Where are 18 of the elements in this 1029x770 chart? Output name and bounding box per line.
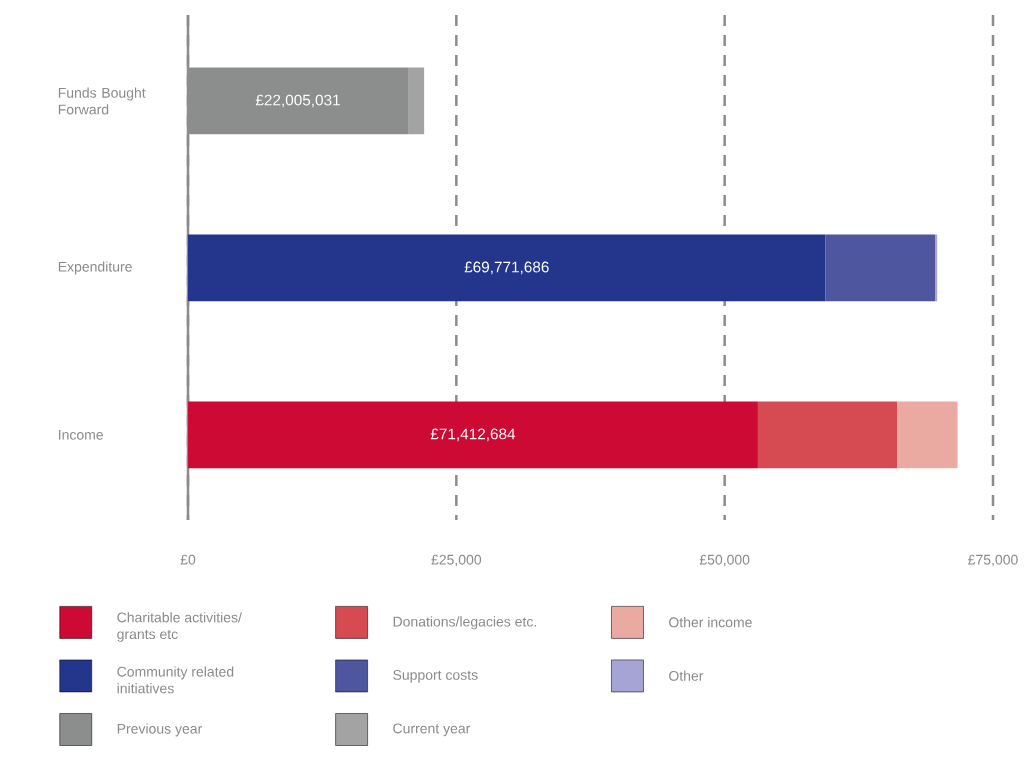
x-tick-label: £75,000: [968, 554, 1018, 567]
annotation: £22,005,031: [255, 94, 340, 108]
legend-label: Community related initiatives: [117, 666, 234, 694]
legend-label: Charitable activities/ grants etc: [117, 612, 242, 642]
legend-label: Other income: [669, 617, 752, 628]
y-tick-label: Funds Bought Forward: [58, 87, 146, 115]
annotation: £71,412,684: [430, 428, 516, 442]
legend-label: Current year: [393, 723, 471, 737]
annotation: £69,771,686: [464, 261, 549, 275]
legend-label: Previous year: [117, 723, 203, 737]
legend-label: Donations/legacies etc.: [393, 616, 536, 630]
y-tick-label: Expenditure: [58, 261, 132, 275]
y-tick-label: Income: [59, 429, 104, 440]
x-tick-label: £50,000: [699, 554, 750, 567]
legend-label: Support costs: [393, 669, 478, 683]
x-tick-label: £0: [180, 554, 196, 565]
legend-label: Other: [669, 670, 704, 681]
x-tick-label: £25,000: [431, 554, 482, 567]
